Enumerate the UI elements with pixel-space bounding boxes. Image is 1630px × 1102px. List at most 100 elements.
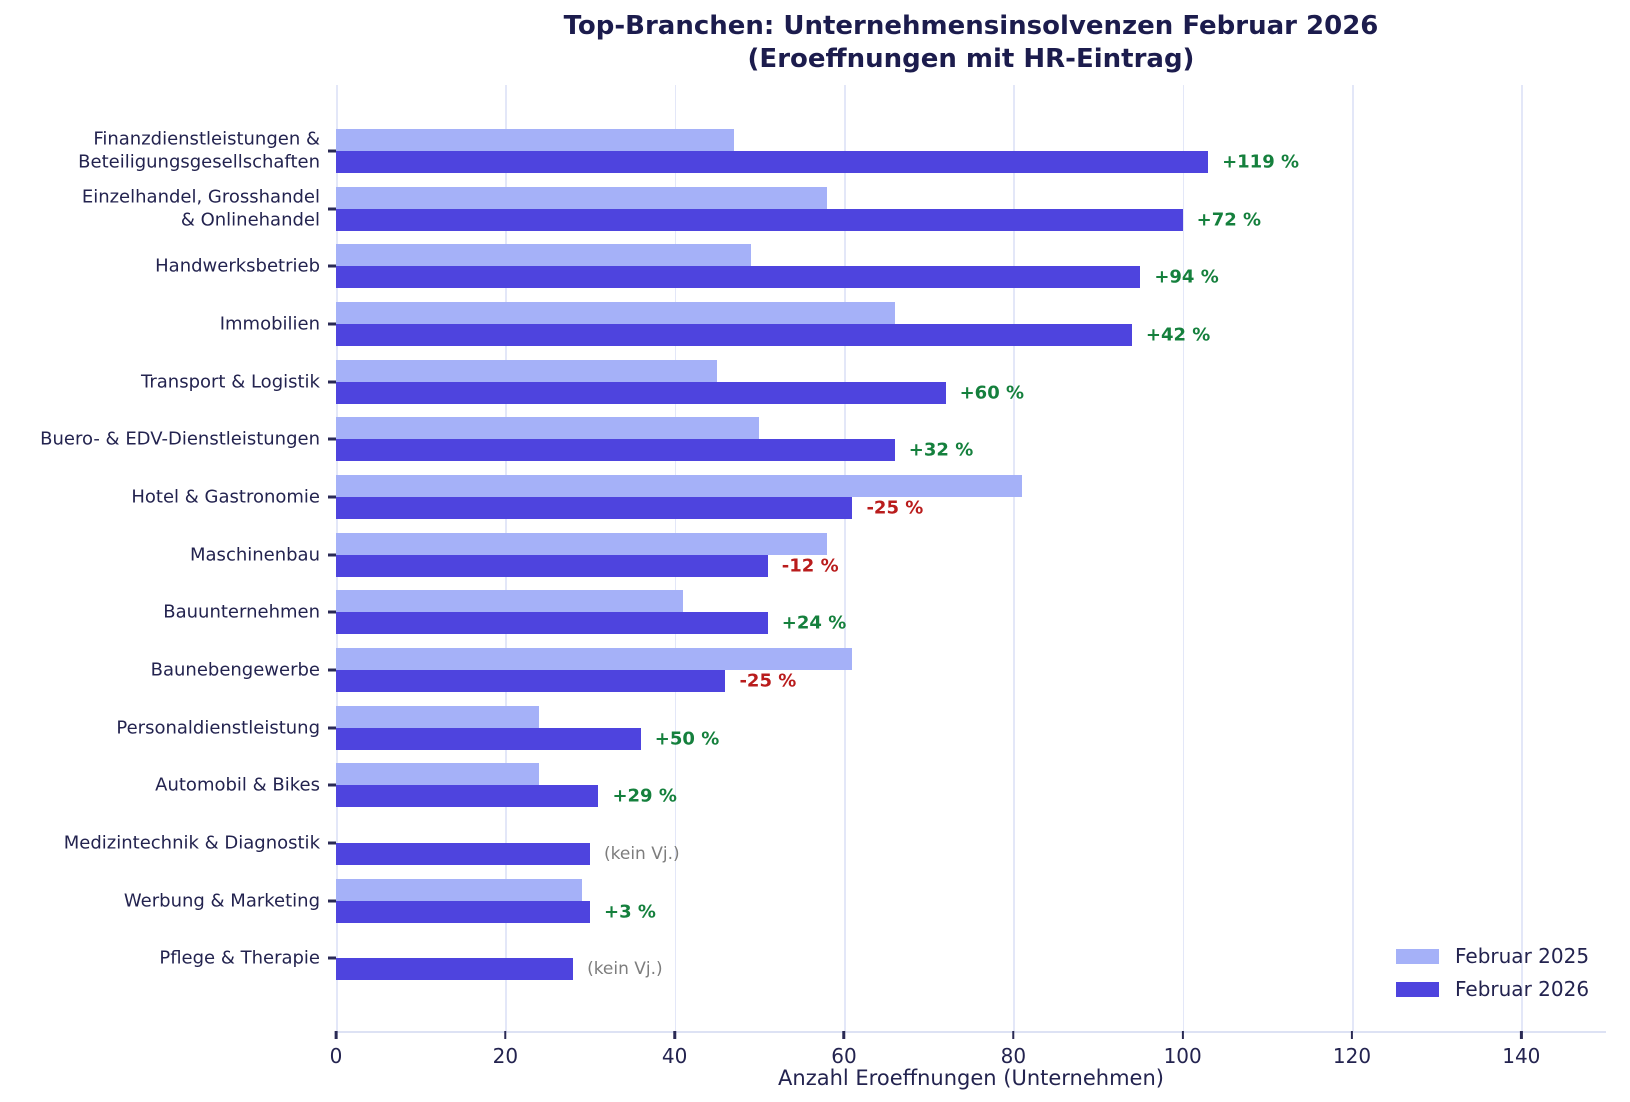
bar-group-row: Medizintechnik & Diagnostik (kein Vj.) bbox=[64, 814, 1606, 872]
change-annotation: +94 % bbox=[1154, 266, 1219, 288]
change-annotation: +119 % bbox=[1222, 151, 1300, 173]
bar-feb-2026 bbox=[336, 842, 590, 865]
bar-feb-2025 bbox=[336, 359, 717, 382]
x-tick: 140 bbox=[1502, 1031, 1540, 1068]
y-tick bbox=[328, 437, 336, 441]
x-tick-mark bbox=[673, 1031, 676, 1039]
change-annotation: +24 % bbox=[781, 612, 847, 634]
bar-rows: Finanzdienstleistungen & Beteiligungsges… bbox=[40, 85, 1606, 1031]
legend-label-feb-2026: Februar 2026 bbox=[1455, 977, 1590, 1001]
bar-feb-2026 bbox=[336, 323, 1132, 346]
bar-feb-2025 bbox=[336, 244, 751, 267]
bar-group-row: Hotel & Gastronomie -25 % bbox=[131, 468, 1606, 526]
change-annotation: (kein Vj.) bbox=[587, 959, 663, 980]
category-label: Bauunternehmen bbox=[163, 601, 320, 623]
legend-item-feb-2026: Februar 2026 bbox=[1396, 977, 1589, 1001]
x-tick-label: 140 bbox=[1502, 1044, 1541, 1068]
y-tick bbox=[328, 264, 336, 268]
bar-feb-2025 bbox=[336, 128, 734, 151]
category-label: Maschinenbau bbox=[190, 543, 320, 565]
gridline bbox=[1013, 85, 1015, 1031]
gridline bbox=[1182, 85, 1185, 1031]
x-tick-mark bbox=[1012, 1031, 1015, 1039]
bar-feb-2026 bbox=[336, 554, 768, 577]
bar-group-row: Baunebengewerbe -25 % bbox=[151, 641, 1606, 699]
bar-feb-2025 bbox=[336, 705, 540, 728]
category-label: Finanzdienstleistungen & Beteiligungsges… bbox=[78, 128, 320, 173]
bar-feb-2025 bbox=[336, 186, 828, 209]
bar-feb-2026 bbox=[336, 381, 946, 404]
chart-title-line2: (Eroeffnungen mit HR-Eintrag) bbox=[747, 43, 1195, 74]
bar-feb-2025 bbox=[336, 532, 828, 555]
change-annotation: +60 % bbox=[959, 382, 1025, 404]
chart-title: Top-Branchen: Unternehmensinsolvenzen Fe… bbox=[336, 10, 1606, 75]
bar-feb-2025 bbox=[336, 417, 760, 440]
bar-feb-2026 bbox=[336, 785, 599, 808]
y-tick bbox=[328, 956, 336, 960]
bar-feb-2026 bbox=[336, 612, 768, 635]
x-tick-mark bbox=[334, 1031, 338, 1039]
y-tick bbox=[328, 668, 336, 672]
bar-group-row: Einzelhandel, Grosshandel & Onlinehandel… bbox=[82, 180, 1606, 238]
y-tick bbox=[328, 207, 336, 210]
bar-feb-2025 bbox=[336, 878, 582, 901]
bar-group-row: Handwerksbetrieb +94 % bbox=[155, 237, 1606, 295]
legend-swatch-feb-2025 bbox=[1396, 948, 1439, 964]
x-tick: 80 bbox=[1001, 1031, 1026, 1068]
category-label: Transport & Logistik bbox=[141, 370, 320, 392]
x-tick: 0 bbox=[329, 1031, 343, 1068]
bar-feb-2026 bbox=[336, 150, 1209, 173]
category-label: Werbung & Marketing bbox=[123, 889, 320, 911]
legend-swatch-feb-2026 bbox=[1396, 981, 1439, 997]
bar-feb-2026 bbox=[336, 900, 590, 923]
y-tick bbox=[328, 322, 336, 326]
change-annotation: +3 % bbox=[604, 901, 656, 923]
legend-item-feb-2025: Februar 2025 bbox=[1396, 944, 1589, 968]
change-annotation: (kein Vj.) bbox=[604, 843, 680, 864]
y-tick bbox=[328, 380, 336, 384]
change-annotation: -25 % bbox=[866, 497, 924, 519]
x-tick: 40 bbox=[662, 1031, 687, 1068]
y-tick bbox=[328, 783, 336, 787]
change-annotation: +42 % bbox=[1145, 324, 1211, 346]
gridline bbox=[1352, 85, 1354, 1031]
bar-group-row: Transport & Logistik +60 % bbox=[141, 353, 1606, 411]
bar-group-row: Werbung & Marketing +3 % bbox=[124, 872, 1606, 930]
bar-feb-2025 bbox=[336, 590, 684, 613]
x-tick-label: 40 bbox=[661, 1044, 688, 1068]
category-label: Einzelhandel, Grosshandel & Onlinehandel bbox=[81, 186, 320, 231]
bar-group-row: Bauunternehmen +24 % bbox=[163, 583, 1606, 641]
y-tick bbox=[328, 610, 336, 614]
bar-group-row: Immobilien +42 % bbox=[220, 295, 1606, 353]
x-tick-mark bbox=[1350, 1031, 1354, 1039]
category-label: Baunebengewerbe bbox=[150, 659, 320, 681]
category-label: Handwerksbetrieb bbox=[155, 255, 320, 277]
change-annotation: +32 % bbox=[908, 439, 974, 461]
category-label: Personaldienstleistung bbox=[116, 716, 320, 738]
bar-feb-2025 bbox=[336, 763, 540, 786]
category-label: Immobilien bbox=[219, 313, 320, 335]
x-tick: 100 bbox=[1164, 1031, 1202, 1068]
bar-feb-2025 bbox=[336, 647, 853, 670]
x-axis: 0 20 40 60 80 100 120 140 bbox=[330, 1031, 1606, 1091]
bar-group-row: Buero- & EDV-Dienstleistungen +32 % bbox=[40, 410, 1606, 468]
x-tick-mark bbox=[1520, 1031, 1523, 1039]
x-tick: 60 bbox=[831, 1031, 857, 1068]
y-tick bbox=[328, 553, 336, 557]
change-annotation: +50 % bbox=[654, 728, 720, 750]
x-tick-mark bbox=[842, 1031, 846, 1039]
x-tick-label: 100 bbox=[1163, 1044, 1202, 1068]
category-label: Medizintechnik & Diagnostik bbox=[63, 832, 320, 854]
category-label: Automobil & Bikes bbox=[155, 774, 320, 796]
bar-feb-2026 bbox=[336, 958, 574, 981]
change-annotation: +29 % bbox=[612, 785, 677, 807]
y-tick bbox=[328, 149, 336, 153]
bar-group-row: Finanzdienstleistungen & Beteiligungsges… bbox=[78, 122, 1606, 180]
bar-feb-2026 bbox=[336, 266, 1141, 289]
bar-group-row: Pflege & Therapie (kein Vj.) bbox=[159, 929, 1606, 987]
x-tick-label: 0 bbox=[329, 1044, 343, 1068]
x-tick-label: 20 bbox=[492, 1044, 519, 1068]
bar-feb-2026 bbox=[336, 669, 726, 692]
bar-feb-2026 bbox=[336, 496, 853, 519]
